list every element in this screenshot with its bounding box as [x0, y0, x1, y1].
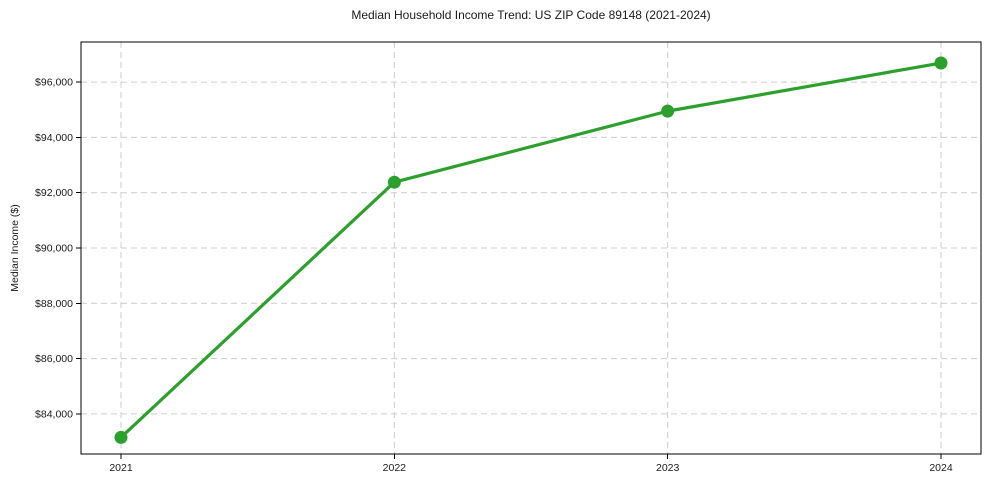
data-point-marker	[934, 56, 948, 70]
data-point-marker	[387, 175, 401, 189]
y-tick-label: $90,000	[35, 243, 73, 255]
x-tick-label: 2023	[656, 462, 680, 474]
y-tick-label: $96,000	[35, 77, 73, 89]
chart-title: Median Household Income Trend: US ZIP Co…	[351, 8, 711, 22]
x-tick-label: 2024	[929, 462, 953, 474]
y-tick-label: $92,000	[35, 187, 73, 199]
y-tick-label: $86,000	[35, 353, 73, 365]
x-tick-label: 2022	[383, 462, 407, 474]
y-tick-label: $94,000	[35, 132, 73, 144]
y-tick-label: $88,000	[35, 298, 73, 310]
trend-line	[119, 61, 943, 440]
y-tick-label: $84,000	[35, 408, 73, 420]
x-tick-label: 2021	[109, 462, 133, 474]
data-point-marker	[661, 104, 675, 118]
data-point-marker	[114, 430, 128, 444]
